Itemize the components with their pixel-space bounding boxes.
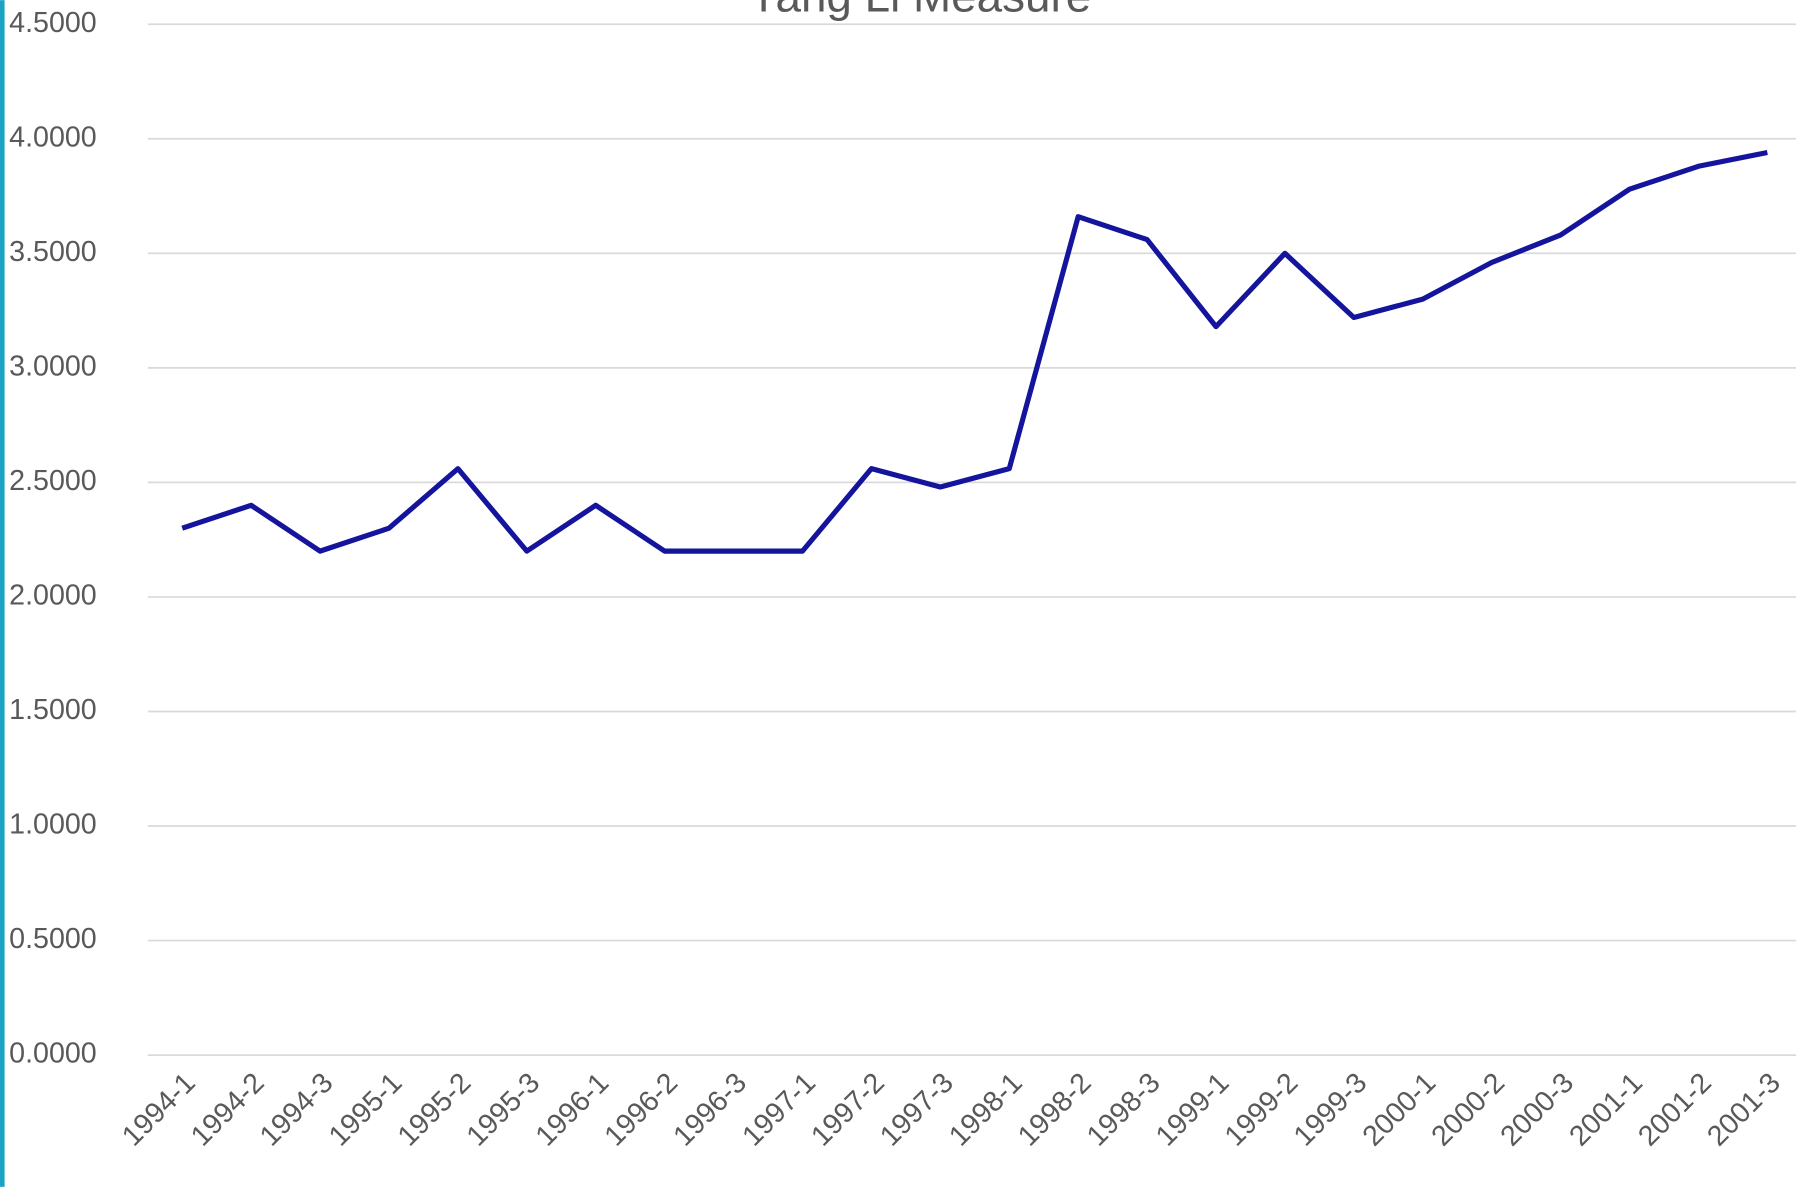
x-tick-label: 2000-1 [1357,1067,1443,1153]
window-edge [0,0,5,1187]
y-tick-label: 4.0000 [9,121,97,153]
x-tick-label: 1996-3 [667,1067,753,1153]
x-tick-label: 1997-1 [736,1067,822,1153]
y-tick-label: 0.5000 [9,923,97,955]
chart-title: Yang Li Measure [748,0,1091,22]
x-tick-label: 2001-1 [1563,1067,1649,1153]
x-tick-label: 2001-2 [1632,1067,1718,1153]
x-tick-label: 1998-1 [943,1067,1029,1153]
x-tick-label: 1994-2 [185,1067,271,1153]
x-tick-label: 2000-3 [1494,1067,1580,1153]
y-tick-label: 1.0000 [9,809,97,841]
x-tick-label: 1999-1 [1150,1067,1236,1153]
y-tick-label: 0.0000 [9,1038,97,1070]
x-tick-label: 1999-2 [1219,1067,1305,1153]
x-tick-label: 1995-2 [392,1067,478,1153]
x-tick-label: 1997-3 [874,1067,960,1153]
x-tick-label: 1996-2 [598,1067,684,1153]
y-tick-label: 3.0000 [9,350,97,382]
y-tick-label: 3.5000 [9,236,97,268]
data-line [181,149,1768,554]
x-tick-label: 1998-3 [1081,1067,1167,1153]
y-tick-label: 2.0000 [9,579,97,611]
x-tick-label: 1998-2 [1012,1067,1098,1153]
y-tick-label: 1.5000 [9,694,97,726]
y-tick-label: 2.5000 [9,465,97,497]
x-tick-label: 1995-3 [461,1067,547,1153]
x-tick-label: 2001-3 [1701,1067,1787,1153]
x-tick-label: 1995-1 [323,1067,409,1153]
x-tick-label: 1994-3 [254,1067,340,1153]
x-tick-label: 1994-1 [116,1067,202,1153]
x-tick-label: 1999-3 [1288,1067,1374,1153]
x-tick-label: 1997-2 [805,1067,891,1153]
x-tick-label: 2000-2 [1425,1067,1511,1153]
x-tick-label: 1996-1 [530,1067,616,1153]
y-tick-label: 4.5000 [9,7,97,39]
